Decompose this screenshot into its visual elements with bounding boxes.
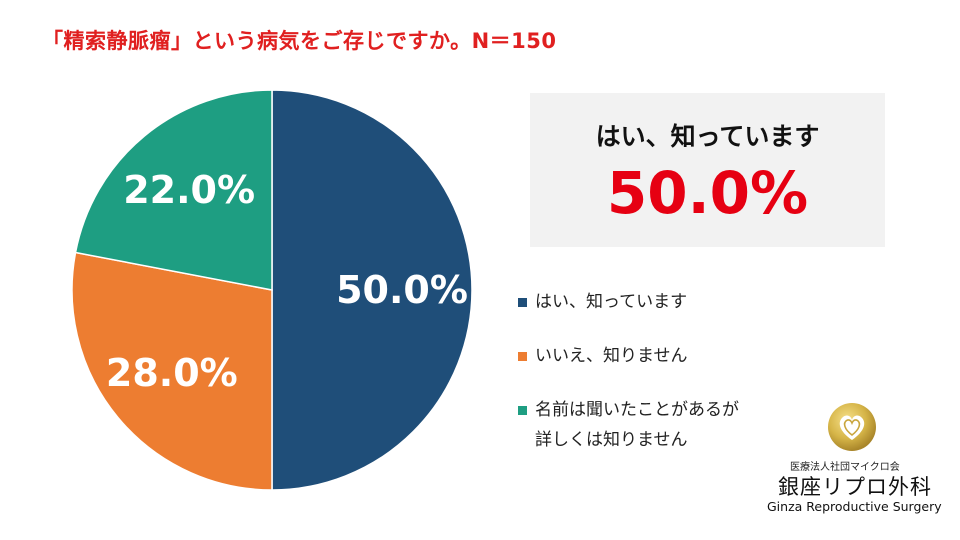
legend-label-yes: はい、知っています — [535, 287, 687, 317]
highlight-callout: はい、知っています 50.0% — [530, 93, 885, 247]
pie-slice-yes — [271, 89, 473, 491]
legend-item-heard: 名前は聞いたことがあるが 詳しくは知りません — [518, 395, 739, 455]
logo-english-name: Ginza Reproductive Surgery — [767, 499, 942, 514]
legend-label-line: 詳しくは知りません — [535, 430, 688, 450]
legend-label-line: はい、知っています — [535, 292, 688, 312]
chart-title: 「精索静脈瘤」という病気をご存じですか。N＝150 — [42, 29, 557, 53]
legend-label-heard: 名前は聞いたことがあるが 詳しくは知りません — [535, 395, 739, 455]
logo-clinic-name: 銀座リプロ外科 — [778, 475, 932, 499]
callout-value: 50.0% — [606, 159, 809, 227]
heart-emblem-icon — [828, 403, 876, 451]
callout-label: はい、知っています — [595, 122, 820, 151]
legend-label-no: いいえ、知りません — [535, 341, 688, 371]
legend-label-line: いいえ、知りません — [535, 346, 688, 366]
pie-label-no: 28.0% — [106, 351, 238, 395]
pie-label-heard: 22.0% — [123, 168, 255, 212]
legend-swatch-heard — [518, 406, 527, 415]
legend-swatch-no — [518, 352, 527, 361]
pie-label-yes: 50.0% — [336, 268, 468, 312]
legend-swatch-yes — [518, 298, 527, 307]
pie-slice-no — [71, 251, 273, 491]
legend-label-line: 名前は聞いたことがあるが — [535, 400, 739, 420]
legend-item-yes: はい、知っています — [518, 287, 687, 317]
legend-item-no: いいえ、知りません — [518, 341, 688, 371]
logo-corp-name: 医療法人社団マイクロ会 — [790, 462, 900, 473]
pie-slice-heard — [74, 89, 273, 291]
